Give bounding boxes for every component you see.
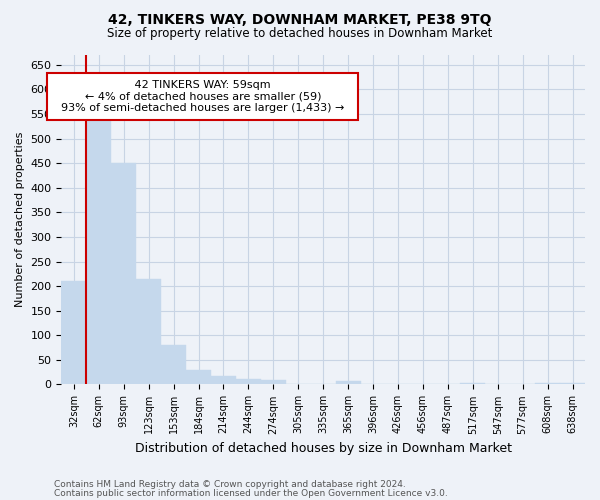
Text: Contains HM Land Registry data © Crown copyright and database right 2024.: Contains HM Land Registry data © Crown c… (54, 480, 406, 489)
Bar (236, 378, 261, 384)
X-axis label: Distribution of detached houses by size in Downham Market: Distribution of detached houses by size … (135, 442, 512, 455)
Bar (335, 380, 361, 384)
Bar (86, 122, 111, 384)
Y-axis label: Number of detached properties: Number of detached properties (15, 132, 25, 308)
Bar (211, 376, 236, 384)
Bar (111, 163, 136, 384)
Bar (61, 281, 86, 384)
Text: Contains public sector information licensed under the Open Government Licence v3: Contains public sector information licen… (54, 489, 448, 498)
Text: 42, TINKERS WAY, DOWNHAM MARKET, PE38 9TQ: 42, TINKERS WAY, DOWNHAM MARKET, PE38 9T… (108, 12, 492, 26)
Bar (136, 278, 161, 384)
Text: Size of property relative to detached houses in Downham Market: Size of property relative to detached ho… (107, 28, 493, 40)
Text: 42 TINKERS WAY: 59sqm   
  ← 4% of detached houses are smaller (59)  
  93% of s: 42 TINKERS WAY: 59sqm ← 4% of detached h… (54, 80, 352, 113)
Bar (261, 380, 286, 384)
Bar (460, 383, 485, 384)
Bar (186, 370, 211, 384)
Bar (560, 383, 585, 384)
Bar (535, 383, 560, 384)
Bar (161, 345, 186, 385)
